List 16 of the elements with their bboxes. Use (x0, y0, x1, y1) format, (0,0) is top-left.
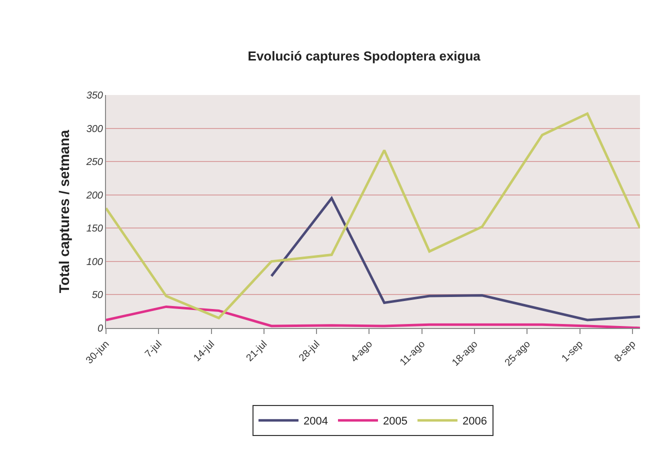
legend-label: 2005 (382, 416, 408, 428)
y-tick-label: 300 (86, 124, 104, 135)
y-tick-label: 200 (85, 190, 104, 202)
line-series (270, 196, 640, 322)
legend-label: 2004 (304, 416, 328, 428)
y-tick-label: 350 (86, 90, 104, 102)
legend-label: 2006 (462, 416, 487, 428)
line-series (106, 112, 640, 320)
y-axis-title: Total captures / setmana (56, 130, 72, 294)
y-tick-label: 100 (86, 256, 104, 268)
y-tick-label: 150 (86, 224, 104, 235)
chart-title: Evolució captures Spodoptera exigua (248, 48, 482, 64)
y-tick-label: 250 (85, 157, 104, 168)
y-tick-label: 50 (92, 290, 104, 302)
x-tick-label: 7-jul (143, 338, 164, 360)
y-tick-label: 0 (97, 324, 104, 334)
